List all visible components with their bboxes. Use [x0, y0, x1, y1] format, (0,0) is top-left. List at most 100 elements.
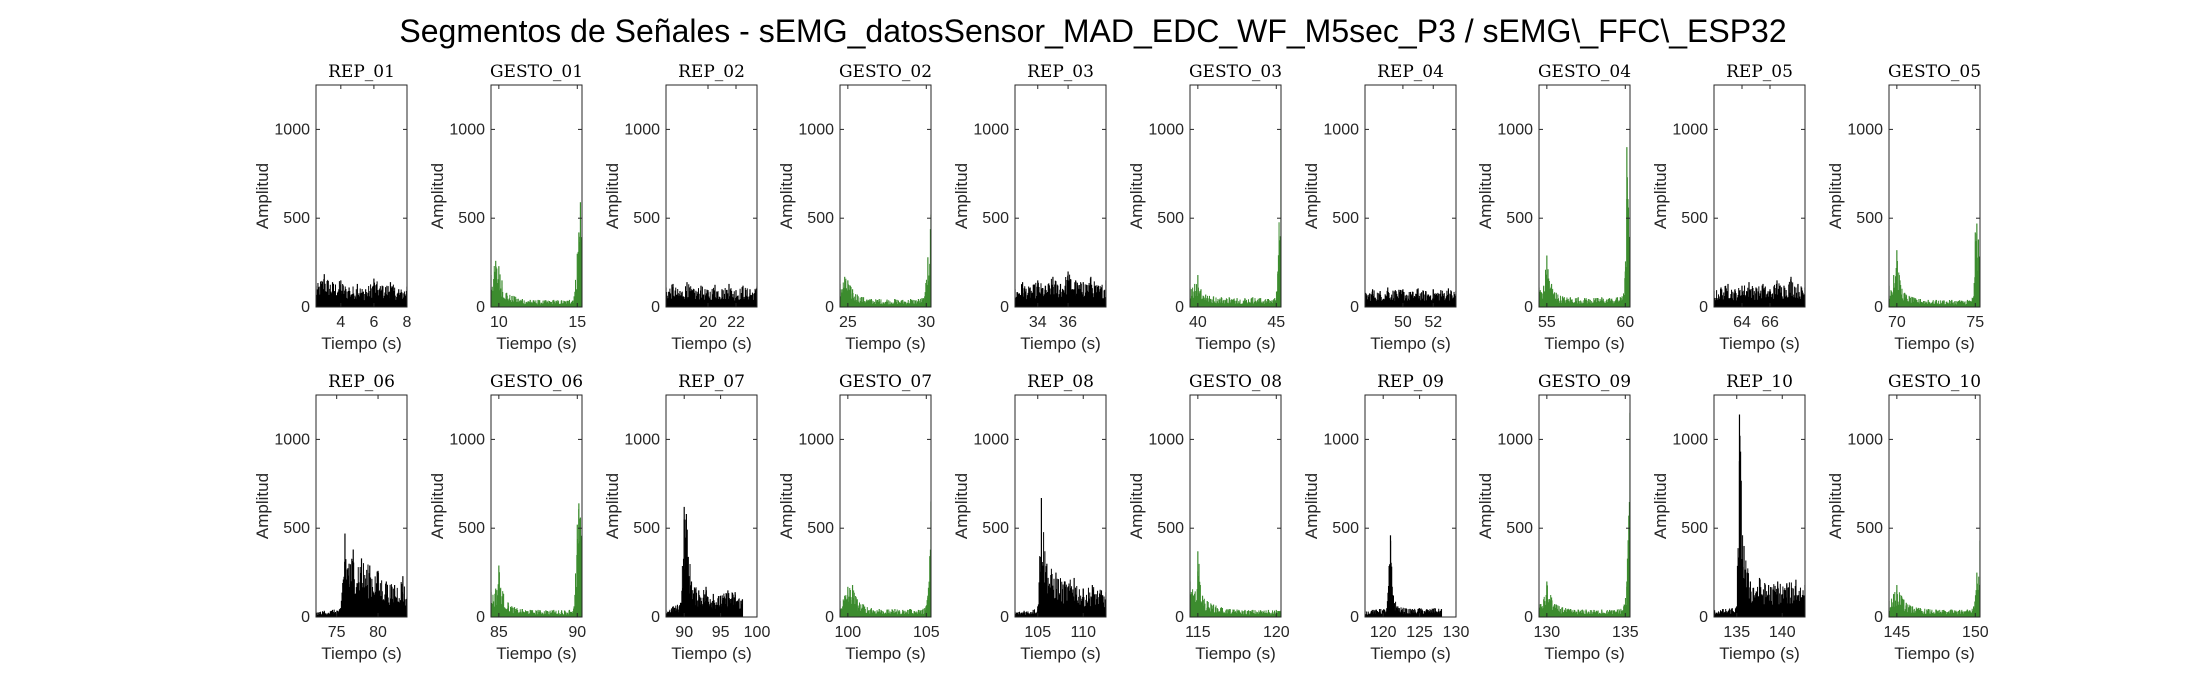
x-tick-label: 30 — [917, 314, 935, 331]
x-axis-label: Tiempo (s) — [671, 644, 752, 663]
y-tick-label: 500 — [1332, 520, 1359, 537]
subplot-title: GESTO_06 — [490, 372, 583, 392]
x-tick-label: 70 — [1888, 314, 1906, 331]
axes-box — [1713, 394, 1806, 618]
x-axis-label: Tiempo (s) — [1370, 644, 1451, 663]
x-tick-label: 64 — [1733, 314, 1751, 331]
y-tick-label: 1000 — [1497, 121, 1533, 138]
signal-trace — [491, 509, 582, 617]
y-axis-label: Amplitud — [1127, 163, 1146, 229]
y-tick-label: 1000 — [798, 121, 834, 138]
axes-box — [1364, 84, 1457, 308]
y-axis-label: Amplitud — [952, 163, 971, 229]
x-tick-label: 40 — [1189, 314, 1207, 331]
y-tick-label: 500 — [1332, 210, 1359, 227]
y-axis-label: Amplitud — [253, 473, 272, 539]
subplot-gesto-06: GESTO_06 0 500 1000 85 90 Tiempo (s) Amplitud — [428, 372, 586, 663]
axes-box — [490, 394, 583, 618]
x-tick-label: 25 — [839, 314, 857, 331]
subplot-title: GESTO_08 — [1189, 372, 1282, 392]
y-tick-label: 1000 — [274, 431, 310, 448]
signal-series — [316, 533, 407, 617]
y-tick-label: 1000 — [1323, 121, 1359, 138]
y-tick-label: 1000 — [274, 121, 310, 138]
signal-trace — [1889, 233, 1980, 307]
y-tick-label: 0 — [1350, 609, 1359, 626]
y-tick-label: 500 — [1157, 210, 1184, 227]
subplot-title: REP_07 — [678, 372, 745, 392]
y-tick-label: 1000 — [449, 121, 485, 138]
x-tick-label: 100 — [744, 624, 771, 641]
subplot-title: REP_03 — [1027, 62, 1094, 82]
signal-trace — [316, 279, 407, 307]
x-tick-label: 130 — [1443, 624, 1470, 641]
y-tick-label: 1000 — [1672, 431, 1708, 448]
y-tick-label: 0 — [301, 299, 310, 316]
y-axis-label: Amplitud — [428, 473, 447, 539]
y-tick-label: 1000 — [1847, 121, 1883, 138]
y-tick-label: 0 — [825, 609, 834, 626]
signal-series — [1889, 540, 1980, 617]
subplot-gesto-10: GESTO_10 0 500 1000 145 150 Tiempo (s) Amplitud — [1826, 372, 1989, 663]
signal-trace — [840, 539, 931, 617]
y-tick-label: 500 — [1856, 210, 1883, 227]
y-tick-label: 1000 — [973, 121, 1009, 138]
y-tick-label: 500 — [807, 520, 834, 537]
y-tick-label: 0 — [825, 299, 834, 316]
axes-box — [1538, 394, 1631, 618]
y-tick-label: 500 — [633, 520, 660, 537]
axes-box — [1189, 394, 1282, 618]
signal-trace — [666, 284, 757, 307]
signal-trace — [1889, 561, 1980, 617]
y-axis-label: Amplitud — [1127, 473, 1146, 539]
x-tick-label: 34 — [1029, 314, 1047, 331]
x-tick-label: 55 — [1538, 314, 1556, 331]
y-tick-label: 500 — [1681, 210, 1708, 227]
subplot-rep-04: REP_04 0 500 1000 50 52 Tiempo (s) Amplitud — [1302, 62, 1457, 353]
y-axis-label: Amplitud — [253, 163, 272, 229]
subplot-gesto-05: GESTO_05 0 500 1000 70 75 Tiempo (s) Amplitud — [1826, 62, 1984, 353]
subplot-rep-08: REP_08 0 500 1000 105 110 Tiempo (s) Amplitud — [952, 372, 1107, 663]
x-tick-label: 75 — [328, 624, 346, 641]
x-tick-label: 135 — [1612, 624, 1639, 641]
x-tick-label: 75 — [1966, 314, 1984, 331]
axes-box — [1189, 84, 1282, 308]
x-tick-label: 20 — [699, 314, 717, 331]
signal-series — [1365, 287, 1456, 307]
y-tick-label: 0 — [1874, 609, 1883, 626]
subplot-rep-10: REP_10 0 500 1000 135 140 Tiempo (s) Amplitud — [1651, 372, 1806, 663]
y-axis-label: Amplitud — [603, 473, 622, 539]
subplot-rep-06: REP_06 0 500 1000 75 80 Tiempo (s) Amplitud — [253, 372, 408, 663]
y-tick-label: 500 — [458, 520, 485, 537]
axes-box — [1888, 84, 1981, 308]
signal-trace — [1539, 501, 1630, 617]
x-axis-label: Tiempo (s) — [845, 644, 926, 663]
axes-box — [1538, 84, 1631, 308]
signal-series — [491, 503, 582, 617]
subplot-title: REP_01 — [328, 62, 395, 82]
x-axis-label: Tiempo (s) — [1894, 334, 1975, 353]
x-axis-label: Tiempo (s) — [321, 644, 402, 663]
signal-trace — [491, 236, 582, 307]
y-tick-label: 0 — [1175, 609, 1184, 626]
x-tick-label: 85 — [490, 624, 508, 641]
y-tick-label: 0 — [651, 609, 660, 626]
subplot-title: REP_04 — [1377, 62, 1444, 82]
y-tick-label: 1000 — [973, 431, 1009, 448]
y-tick-label: 1000 — [798, 431, 834, 448]
subplot-title: GESTO_02 — [839, 62, 932, 82]
x-tick-label: 125 — [1406, 624, 1433, 641]
signal-series — [1190, 129, 1281, 307]
x-tick-label: 8 — [403, 314, 412, 331]
y-tick-label: 0 — [476, 299, 485, 316]
y-tick-label: 500 — [1856, 520, 1883, 537]
subplot-title: GESTO_05 — [1888, 62, 1981, 82]
subplot-gesto-07: GESTO_07 0 500 1000 100 105 Tiempo (s) Amplitud — [777, 372, 940, 663]
x-tick-label: 66 — [1761, 314, 1779, 331]
signal-series — [1015, 498, 1106, 617]
signal-series — [1714, 414, 1805, 617]
signal-series — [1015, 271, 1106, 307]
y-tick-label: 0 — [1350, 299, 1359, 316]
signal-series — [316, 274, 407, 307]
